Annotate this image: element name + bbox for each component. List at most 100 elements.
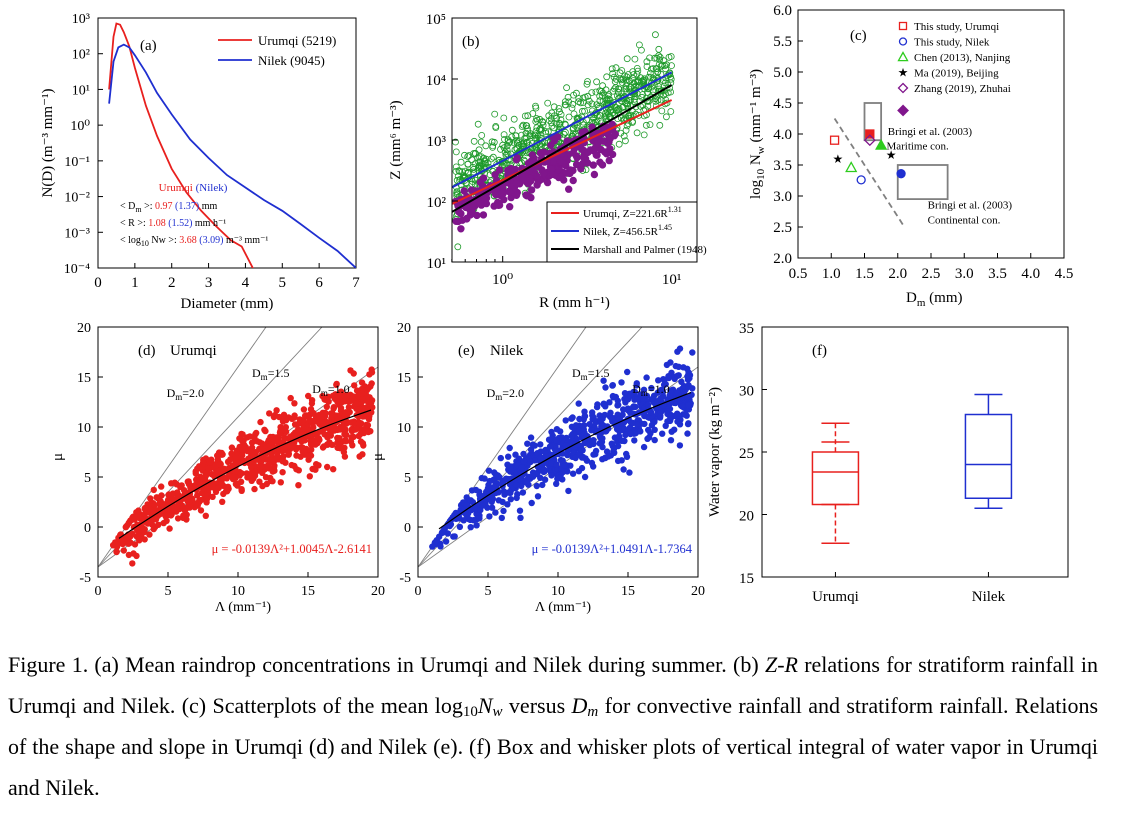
panel-e-sample-point xyxy=(575,427,583,434)
panel-c-legend-label: Chen (2013), Nanjing xyxy=(914,52,1011,64)
panel-b-sample-point xyxy=(539,119,547,126)
panel-d-sample-point xyxy=(127,539,134,546)
panel-b-legend-label: Urumqi, Z=221.6R1.31 xyxy=(583,205,682,220)
panel-b-legend-label: Marshall and Palmer (1948) xyxy=(583,244,707,256)
panel-b-sample-point xyxy=(464,168,472,176)
panel-e-sample-point xyxy=(600,377,607,384)
panel-b-sample-point xyxy=(634,78,641,85)
panel-e-sample-point xyxy=(589,438,596,446)
panel-e-sample-point xyxy=(633,382,640,389)
panel-e-sample-point xyxy=(581,473,589,481)
panel-d-sample-point xyxy=(238,470,245,477)
panel-d-sample-point xyxy=(252,469,259,476)
panel-b-sample-point xyxy=(557,111,565,118)
panel-e-sample-point xyxy=(689,349,696,356)
panel-e-sample-point xyxy=(572,454,579,462)
panel-b-sample-point xyxy=(657,87,665,95)
panel-e-sample-point xyxy=(485,467,493,474)
panel-b-sample-point xyxy=(609,87,617,95)
panel-c-point-stratiform xyxy=(856,175,866,185)
panel-b-sample-point xyxy=(581,107,588,115)
panel-e-sample-point xyxy=(685,402,692,409)
panel-b-sample-point xyxy=(648,79,656,87)
panel-d-sample-point xyxy=(120,547,128,554)
panel-b-sample-point xyxy=(614,92,621,100)
panel-e-sample-point xyxy=(626,469,633,476)
panel-b-sample-point xyxy=(519,121,527,129)
panel-d-ytick-label: 10 xyxy=(77,421,91,436)
panel-b-sample-point xyxy=(545,112,553,120)
panel-b-sample-point xyxy=(508,126,516,134)
panel-e-sample-point xyxy=(615,432,623,440)
panel-b-sample-point xyxy=(452,148,460,156)
panel-d-sample-point xyxy=(146,531,153,538)
panel-b-sample-point xyxy=(537,126,545,134)
panel-b-sample-point xyxy=(605,156,613,165)
panel-e-sample-point xyxy=(486,513,493,520)
panel-d-sample-point xyxy=(333,412,341,419)
panel-c-point-convective xyxy=(865,129,875,139)
panel-b-sample-point xyxy=(563,84,570,92)
panel-a-ytick-label: 10³ xyxy=(72,12,90,27)
panel-d-sample-point xyxy=(266,410,273,417)
panel-b-sample-point xyxy=(642,83,649,90)
panel-d-sample-point xyxy=(335,392,342,399)
panel-d-sample-point xyxy=(367,383,374,390)
panel-d-sample-point xyxy=(122,524,129,531)
panel-e-sample-point xyxy=(657,409,665,416)
panel-d-sample-point xyxy=(160,519,167,527)
panel-e-sample-point xyxy=(562,417,569,424)
panel-c-legend-marker: ★ xyxy=(898,66,909,80)
panel-e-sample-point xyxy=(553,461,560,468)
panel-b-sample-point xyxy=(622,82,630,90)
panel-b-sample-point xyxy=(524,159,533,167)
panel-d-sample-point xyxy=(197,507,205,514)
panel-d-sample-point xyxy=(360,442,367,449)
panel-e-sample-point xyxy=(476,515,483,522)
panel-e-sample-point xyxy=(506,488,514,496)
panel-b-sample-point xyxy=(570,110,578,118)
panel-b-sample-point xyxy=(505,187,513,196)
panel-b-sample-point xyxy=(633,129,641,137)
panel-b-sample-point xyxy=(640,76,648,84)
panel-d-sample-point xyxy=(341,397,348,405)
panel-e-sample-point xyxy=(451,533,458,540)
panel-d-sample-point xyxy=(228,450,235,457)
panel-e-sample-point xyxy=(588,459,596,467)
panel-b-sample-point xyxy=(501,135,508,143)
panel-d-sample-point xyxy=(366,371,373,378)
panel-b-sample-point xyxy=(470,137,478,145)
panel-e-sample-point xyxy=(676,345,684,352)
panel-e-xtick-label: 10 xyxy=(551,584,565,599)
panel-c-legend-marker xyxy=(897,51,909,62)
panel-f-box xyxy=(811,451,860,506)
panel-d-sample-point xyxy=(155,521,162,528)
panel-d-sample-point xyxy=(228,444,236,451)
panel-d-sample-point xyxy=(253,429,260,437)
panel-b-sample-point xyxy=(573,124,581,132)
panel-b-sample-point xyxy=(510,115,518,123)
panel-e-sample-point xyxy=(626,424,634,431)
panel-b-sample-point xyxy=(532,118,540,125)
panel-b-sample-point xyxy=(494,201,502,209)
panel-e-sample-point xyxy=(599,456,606,463)
panel-e-sample-point xyxy=(536,454,544,461)
panel-c-ytick-label: 5.5 xyxy=(773,34,792,50)
panel-c-point-stratiform xyxy=(845,161,858,173)
panel-e-sample-point xyxy=(593,428,601,435)
panel-e-sample-point xyxy=(641,420,648,428)
panel-f-category-label: Nilek xyxy=(972,589,1006,605)
panel-a-xtick-label: 2 xyxy=(168,275,176,291)
panel-b-sample-point xyxy=(523,139,530,147)
panel-b-sample-point xyxy=(573,153,581,162)
panel-d-sample-point xyxy=(232,474,239,481)
panel-d-sample-point xyxy=(147,495,154,502)
panel-e-sample-point xyxy=(569,470,577,477)
panel-e-sample-point xyxy=(659,430,666,437)
panel-a-xtick-label: 7 xyxy=(352,275,360,291)
panel-e-ylabel: μ xyxy=(370,453,386,461)
panel-b-sample-point xyxy=(503,146,511,154)
panel-b-sample-point xyxy=(653,65,661,72)
panel-e-sample-point xyxy=(608,415,615,422)
panel-d-sample-point xyxy=(319,392,326,400)
